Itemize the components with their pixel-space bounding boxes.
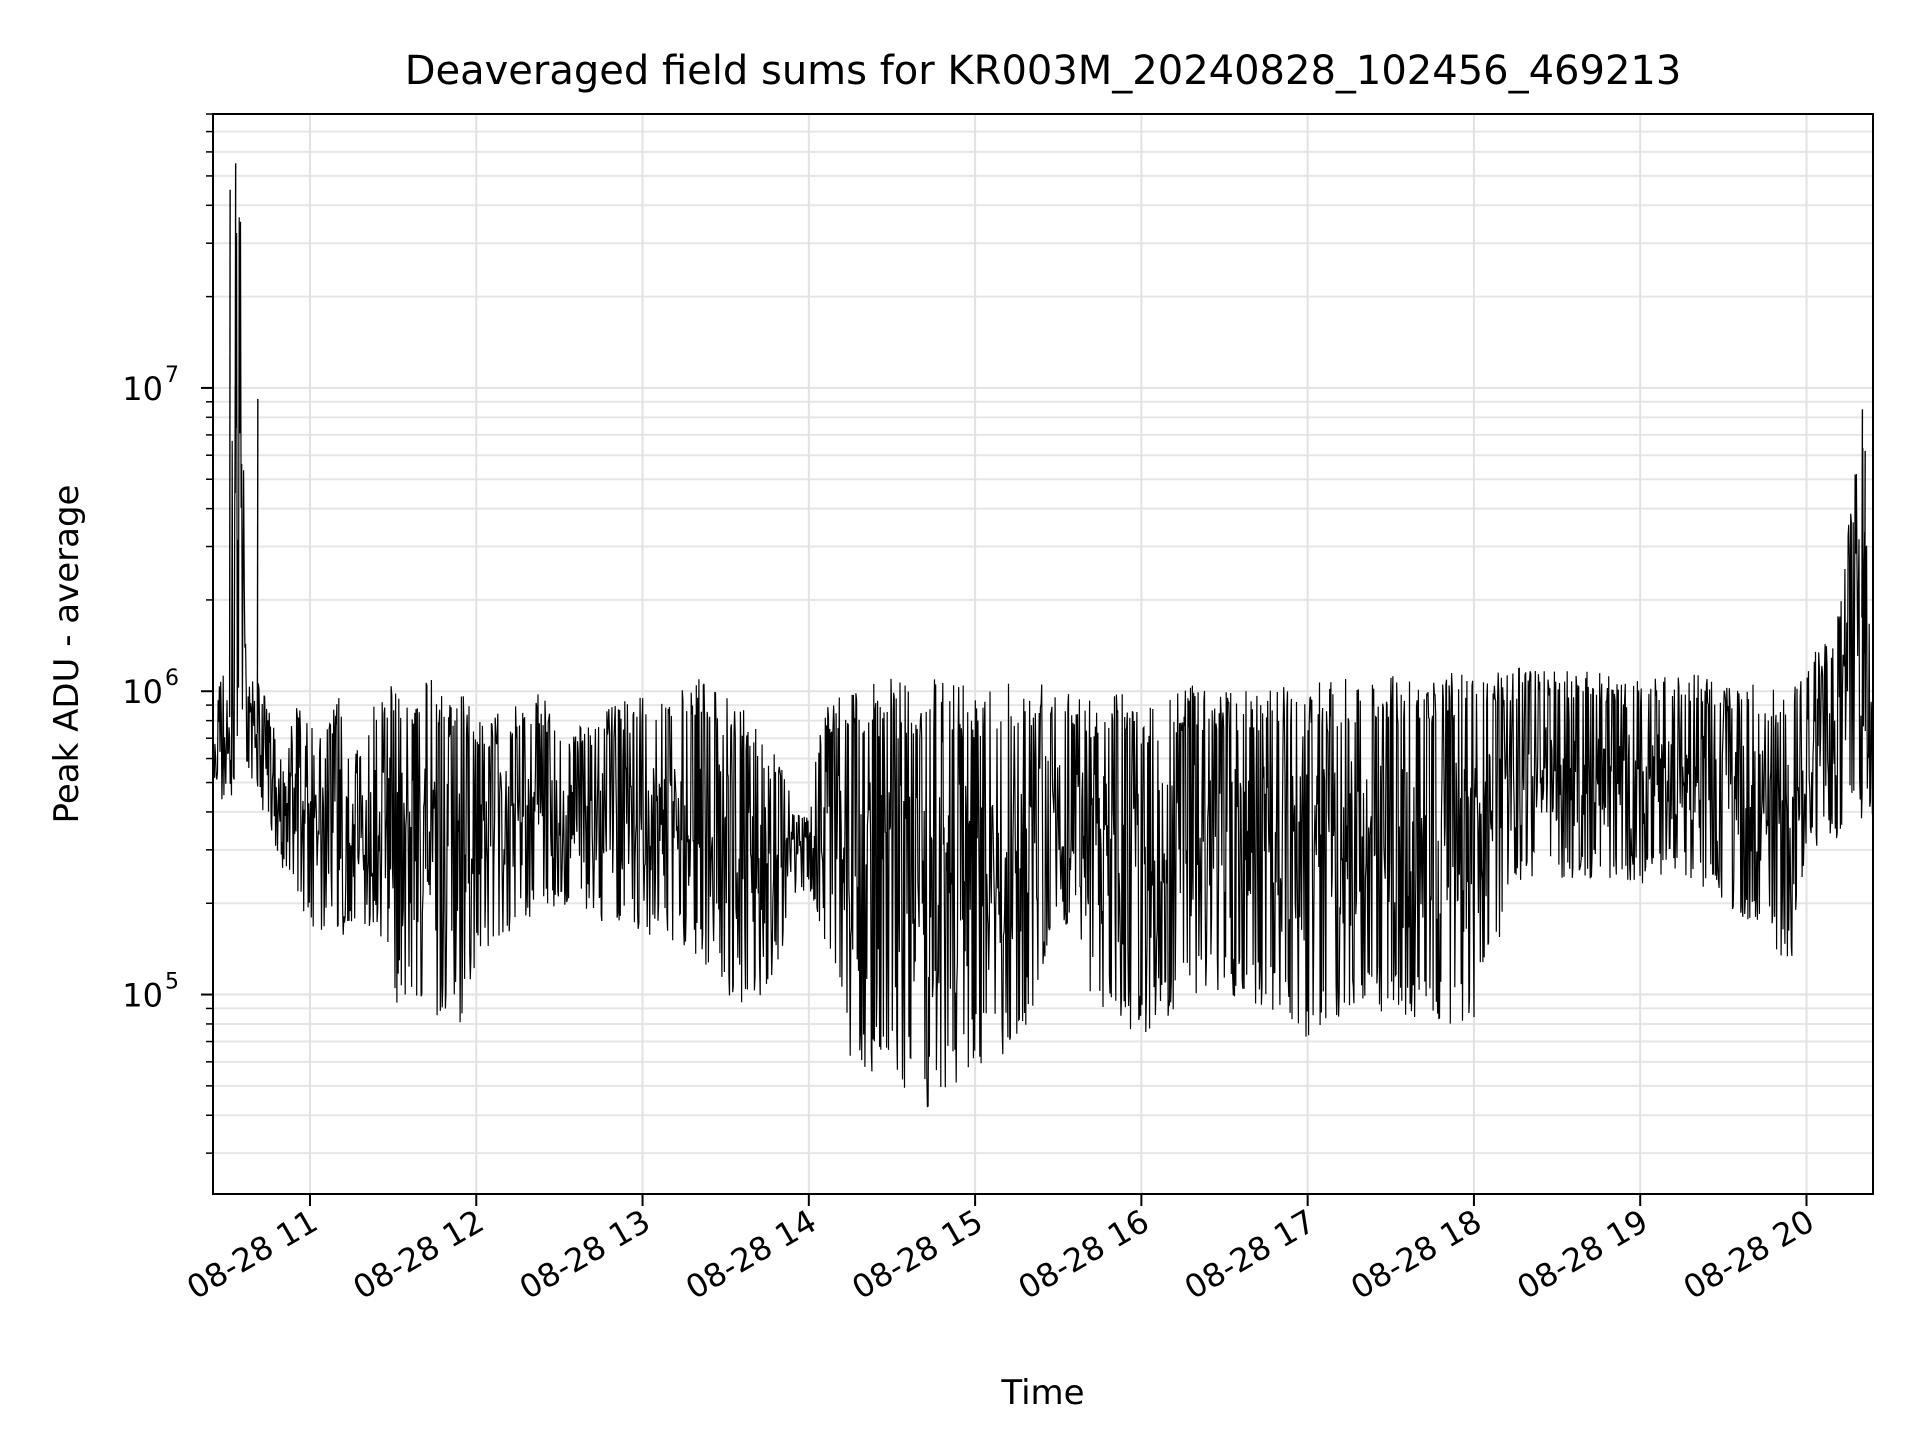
series-spike — [256, 398, 259, 734]
y-tick-label: 10 — [122, 977, 163, 1015]
series-spike — [228, 189, 231, 718]
chart-title: Deaveraged field sums for KR003M_2024082… — [405, 48, 1682, 94]
plot-frame — [212, 113, 1874, 1195]
y-tick-label: 10 — [122, 370, 163, 408]
y-tick-exponent: 7 — [165, 363, 179, 388]
series-trace — [212, 217, 1874, 1108]
y-tick-label: 10 — [122, 673, 163, 711]
series-spike — [1861, 409, 1864, 618]
y-tick-exponent: 6 — [165, 666, 179, 691]
series-line — [212, 163, 1874, 1108]
y-tick-exponent: 5 — [165, 970, 179, 995]
series-spike — [234, 163, 237, 494]
series-spike — [1863, 450, 1866, 654]
y-axis-label: Peak ADU - average — [47, 485, 87, 824]
x-axis-label: Time — [1000, 1373, 1084, 1413]
